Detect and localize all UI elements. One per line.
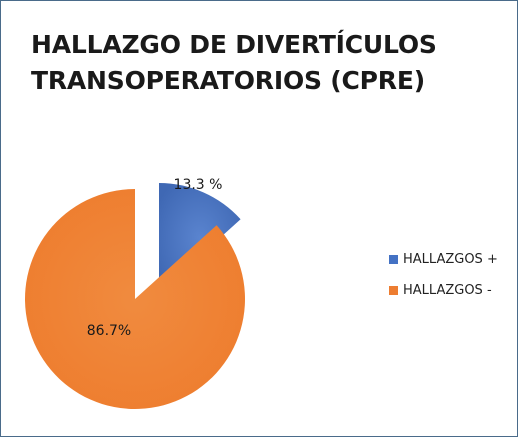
- pie-slice-label: 13.3 %: [174, 177, 223, 193]
- legend-item-hallazgos-positivos: HALLAZGOS +: [389, 251, 498, 267]
- legend-item-hallazgos-negativos: HALLAZGOS -: [389, 282, 498, 298]
- legend-swatch-blue: [389, 254, 398, 264]
- pie-slice-hallazgos-negativos: [24, 189, 245, 409]
- chart-title-line-1: HALLAZGO DE DIVERTÍCULOS: [31, 30, 437, 59]
- legend-swatch-orange: [389, 285, 398, 295]
- pie-slice-label: 86.7%: [87, 323, 131, 339]
- chart-title-line-2: TRANSOPERATORIOS (CPRE): [31, 66, 425, 95]
- legend-label: HALLAZGOS +: [403, 251, 498, 267]
- legend-label: HALLAZGOS -: [403, 282, 492, 298]
- chart-legend: HALLAZGOS + HALLAZGOS -: [389, 251, 498, 313]
- chart-title: HALLAZGO DE DIVERTÍCULOS TRANSOPERATORIO…: [31, 27, 471, 99]
